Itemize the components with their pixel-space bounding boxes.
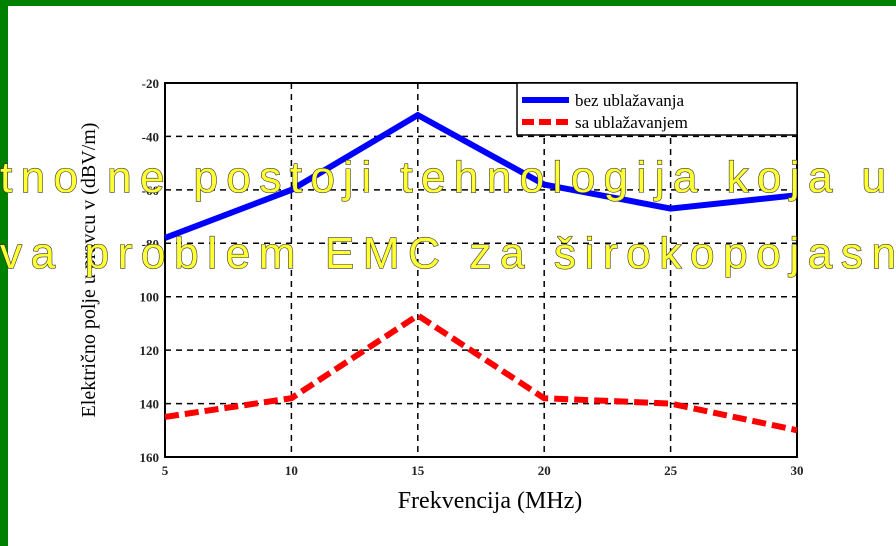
overlay: tno ne postoji tehnologija koja u va prob… xyxy=(0,152,896,278)
plot-frame xyxy=(164,82,798,458)
series-line xyxy=(164,311,798,434)
legend-label: sa ublažavanjem xyxy=(575,113,688,132)
legend-box xyxy=(516,82,798,136)
series-line xyxy=(163,111,798,241)
x-tick-label: 10 xyxy=(285,463,298,478)
overlay-text: va problem EMC za širokopojasn xyxy=(0,229,896,278)
y-tick-label: 100 xyxy=(140,290,160,305)
y-tick-label: -60 xyxy=(142,183,159,198)
y-tick-label: -20 xyxy=(142,76,159,91)
border-top xyxy=(0,0,896,6)
x-tick-label: 15 xyxy=(411,463,425,478)
y-tick-label: 140 xyxy=(140,397,160,412)
legend-label: bez ublažavanja xyxy=(575,91,684,110)
x-tick-label: 25 xyxy=(664,463,678,478)
overlay-text: tno ne postoji tehnologija koja u xyxy=(0,153,886,202)
y-tick-label: 160 xyxy=(140,450,160,465)
y-tick-label: -40 xyxy=(142,129,159,144)
y-tick-label: 120 xyxy=(140,343,160,358)
x-tick-label: 20 xyxy=(538,463,551,478)
x-tick-label: 5 xyxy=(162,463,169,478)
y-axis-label: Električno polje u pravcu v (dBV/m) xyxy=(78,123,100,418)
y-tick-label: -80 xyxy=(142,236,159,251)
x-tick-label: 30 xyxy=(791,463,804,478)
border-left xyxy=(0,0,8,546)
x-axis-label: Frekvencija (MHz) xyxy=(398,488,583,514)
